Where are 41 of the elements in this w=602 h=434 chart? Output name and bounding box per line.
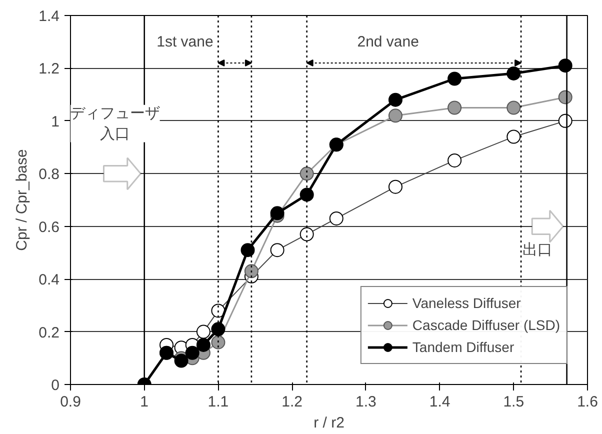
point [388,108,402,123]
legend-label: Cascade Diffuser (LSD) [412,317,560,333]
point [240,243,255,258]
x-tick-label: 1.2 [282,394,303,410]
point [244,264,258,278]
point [300,188,314,202]
point [196,338,210,352]
point [448,100,462,115]
y-tick-label: 1 [51,113,60,130]
x-tick-label: 1 [140,394,149,410]
annotation: 2nd vane [357,33,419,50]
point [506,100,521,115]
annotation: ディフューザ入口 [70,104,160,142]
point [448,72,462,86]
point [211,322,226,336]
annotation: 1st vane [156,33,214,50]
y-tick-label: 0.4 [38,272,60,289]
x-tick-label: 1.6 [577,394,598,410]
x-tick-label: 1.1 [208,394,229,410]
y-tick-label: 0.6 [38,218,60,236]
y-tick-label: 1.2 [38,60,60,78]
point [300,166,314,181]
x-tick-label: 1.3 [356,394,376,410]
y-tick-label: 0 [51,377,60,394]
legend-label: Vaneless Diffuser [412,295,521,311]
point [185,346,200,360]
x-axis-title: r / r2 [314,414,344,432]
point [211,335,226,350]
x-tick-label: 1.4 [429,394,450,410]
annotation: 出口 [522,242,552,259]
x-tick-label: 0.9 [60,394,81,410]
x-tick-label: 1.5 [503,394,524,410]
point [270,206,284,220]
y-tick-label: 0.8 [38,166,60,184]
point [388,92,402,107]
point [506,66,521,80]
legend-label: Tandem Diffuser [412,339,514,355]
y-tick-label: 1.4 [38,8,60,25]
point [174,354,188,368]
y-axis-title: Cpr / Cpr_base [14,149,31,251]
y-tick-label: 0.2 [38,324,60,342]
